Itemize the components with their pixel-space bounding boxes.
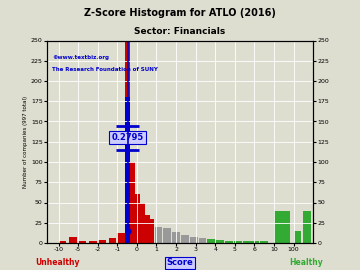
- Bar: [135, 194, 140, 243]
- Text: Unhealthy: Unhealthy: [35, 258, 80, 267]
- Bar: [108, 238, 116, 243]
- Bar: [181, 235, 189, 243]
- Bar: [125, 97, 130, 243]
- Text: ©www.textbiz.org: ©www.textbiz.org: [52, 55, 109, 60]
- Text: Z-Score Histogram for ATLO (2016): Z-Score Histogram for ATLO (2016): [84, 8, 276, 18]
- Bar: [274, 211, 290, 243]
- Bar: [146, 219, 154, 243]
- Bar: [69, 237, 77, 243]
- Bar: [117, 233, 125, 243]
- Bar: [216, 240, 224, 243]
- Bar: [172, 232, 180, 243]
- Bar: [225, 241, 233, 243]
- Bar: [154, 227, 162, 243]
- Bar: [252, 241, 259, 243]
- Bar: [125, 40, 130, 243]
- Bar: [78, 241, 86, 243]
- Bar: [190, 237, 198, 243]
- Bar: [294, 231, 301, 243]
- Bar: [234, 241, 242, 243]
- Bar: [303, 211, 311, 243]
- Bar: [199, 238, 206, 243]
- Bar: [137, 212, 145, 243]
- Text: Healthy: Healthy: [289, 258, 323, 267]
- Bar: [260, 241, 268, 243]
- Bar: [207, 239, 215, 243]
- Text: The Research Foundation of SUNY: The Research Foundation of SUNY: [52, 67, 158, 72]
- Text: Sector: Financials: Sector: Financials: [134, 27, 226, 36]
- Bar: [98, 240, 105, 243]
- Y-axis label: Number of companies (997 total): Number of companies (997 total): [23, 96, 28, 188]
- Text: 0.2795: 0.2795: [112, 133, 144, 142]
- Bar: [130, 162, 135, 243]
- Bar: [140, 202, 145, 243]
- Text: Score: Score: [167, 258, 193, 267]
- Bar: [89, 241, 97, 243]
- Bar: [145, 215, 150, 243]
- Bar: [59, 241, 66, 243]
- Bar: [243, 241, 251, 243]
- Bar: [163, 228, 171, 243]
